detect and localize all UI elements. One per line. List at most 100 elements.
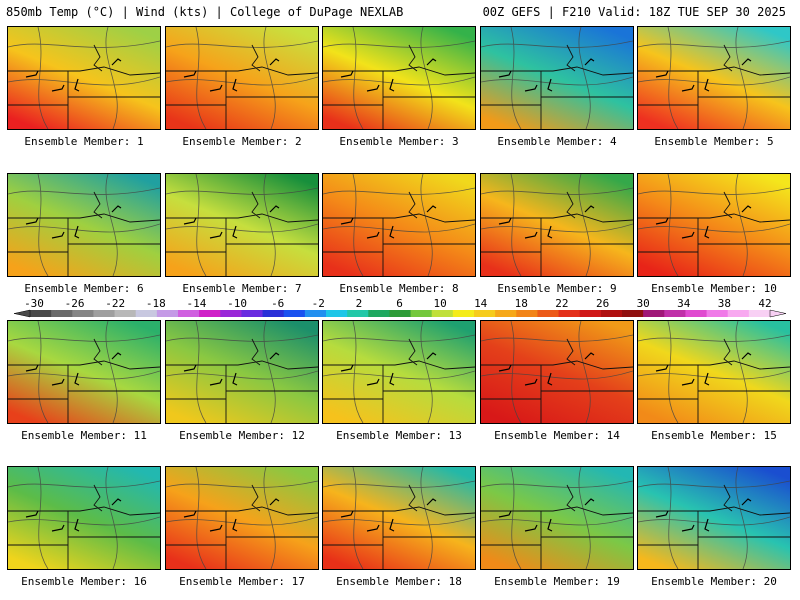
colorbar-tick-label: -22 [105, 297, 125, 310]
colorbar-tick-label: -6 [271, 297, 284, 310]
colorbar-tick-label: 42 [758, 297, 771, 310]
ensemble-panel-1 [7, 26, 161, 130]
colorbar-high-arrow [769, 309, 787, 318]
temperature-map [638, 27, 790, 129]
colorbar-tick-label: 34 [677, 297, 691, 310]
colorbar-segment [748, 310, 771, 317]
colorbar-segment [135, 310, 158, 317]
colorbar-tick-label: 26 [596, 297, 609, 310]
colorbar-segment [452, 310, 475, 317]
temperature-map [166, 27, 318, 129]
colorbar-segment [30, 310, 52, 317]
ensemble-member-label: Ensemble Member: 9 [497, 282, 617, 295]
ensemble-member-label: Ensemble Member: 2 [182, 135, 302, 148]
ensemble-panel-17 [165, 466, 319, 570]
ensemble-member-label: Ensemble Member: 1 [24, 135, 144, 148]
colorbar-tick-label: -26 [65, 297, 85, 310]
colorbar-tick-label: 2 [356, 297, 363, 310]
colorbar-segment [537, 310, 560, 317]
ensemble-panel-13 [322, 320, 476, 424]
ensemble-member-label: Ensemble Member: 6 [24, 282, 144, 295]
ensemble-member-label: Ensemble Member: 5 [654, 135, 774, 148]
ensemble-member-label: Ensemble Member: 13 [336, 429, 462, 442]
colorbar-segment [622, 310, 644, 317]
ensemble-member-label: Ensemble Member: 20 [651, 575, 777, 588]
colorbar-tick-label: 10 [433, 297, 446, 310]
temperature-map [481, 174, 633, 276]
colorbar-segment [72, 310, 94, 317]
temperature-map [8, 27, 160, 129]
ensemble-panel-20 [637, 466, 791, 570]
temperature-map [481, 467, 633, 569]
colorbar-tick-label: 6 [396, 297, 403, 310]
colorbar-segment [156, 310, 179, 317]
colorbar-tick-label: 30 [637, 297, 650, 310]
ensemble-panel-7 [165, 173, 319, 277]
colorbar-segment [178, 310, 200, 317]
ensemble-member-label: Ensemble Member: 14 [494, 429, 620, 442]
colorbar-segment [706, 310, 729, 317]
ensemble-member-label: Ensemble Member: 11 [21, 429, 147, 442]
temperature-map [166, 321, 318, 423]
colorbar-segment [368, 310, 390, 317]
ensemble-panel-16 [7, 466, 161, 570]
ensemble-member-label: Ensemble Member: 19 [494, 575, 620, 588]
temperature-map [638, 467, 790, 569]
colorbar-segment [600, 310, 623, 317]
temperature-map [8, 321, 160, 423]
temperature-map [481, 321, 633, 423]
colorbar-segment [326, 310, 348, 317]
colorbar-tick-label: -10 [227, 297, 247, 310]
temperature-map [323, 174, 475, 276]
temperature-map [323, 321, 475, 423]
ensemble-member-label: Ensemble Member: 10 [651, 282, 777, 295]
colorbar-segment [516, 310, 538, 317]
temperature-map [638, 321, 790, 423]
ensemble-member-label: Ensemble Member: 12 [179, 429, 305, 442]
colorbar-segment [199, 310, 221, 317]
colorbar-segment [241, 310, 264, 317]
ensemble-panel-6 [7, 173, 161, 277]
colorbar-segment [283, 310, 306, 317]
colorbar-segment [347, 310, 369, 317]
colorbar-segment [727, 310, 750, 317]
colorbar-segment [579, 310, 602, 317]
colorbar-segment [93, 310, 116, 317]
ensemble-panel-11 [7, 320, 161, 424]
ensemble-panel-19 [480, 466, 634, 570]
temperature-map [166, 174, 318, 276]
colorbar-tick-label: -2 [312, 297, 325, 310]
ensemble-panel-2 [165, 26, 319, 130]
ensemble-member-label: Ensemble Member: 7 [182, 282, 302, 295]
colorbar-segment [51, 310, 73, 317]
colorbar-segment [474, 310, 496, 317]
ensemble-member-label: Ensemble Member: 18 [336, 575, 462, 588]
ensemble-panel-12 [165, 320, 319, 424]
ensemble-panel-8 [322, 173, 476, 277]
colorbar-low-arrow [13, 309, 31, 318]
ensemble-member-label: Ensemble Member: 17 [179, 575, 305, 588]
temperature-map [323, 27, 475, 129]
colorbar-tick-label: -14 [186, 297, 206, 310]
temperature-map [8, 467, 160, 569]
ensemble-panel-3 [322, 26, 476, 130]
colorbar-segment [220, 310, 242, 317]
ensemble-member-label: Ensemble Member: 15 [651, 429, 777, 442]
colorbar-segment [114, 310, 137, 317]
ensemble-panel-9 [480, 173, 634, 277]
colorbar-segment [410, 310, 433, 317]
colorbar-tick-label: -30 [24, 297, 44, 310]
temperature-map [481, 27, 633, 129]
ensemble-member-label: Ensemble Member: 3 [339, 135, 459, 148]
header-valid-time: 00Z GEFS | F210 Valid: 18Z TUE SEP 30 20… [482, 5, 786, 19]
ensemble-panel-14 [480, 320, 634, 424]
colorbar-segment [685, 310, 708, 317]
colorbar-tick-label: -18 [146, 297, 166, 310]
ensemble-panel-10 [637, 173, 791, 277]
colorbar-tick-label: 14 [474, 297, 488, 310]
colorbar-segment [664, 310, 686, 317]
colorbar-segment [431, 310, 454, 317]
temperature-map [166, 467, 318, 569]
temperature-map [323, 467, 475, 569]
colorbar-segment [389, 310, 412, 317]
